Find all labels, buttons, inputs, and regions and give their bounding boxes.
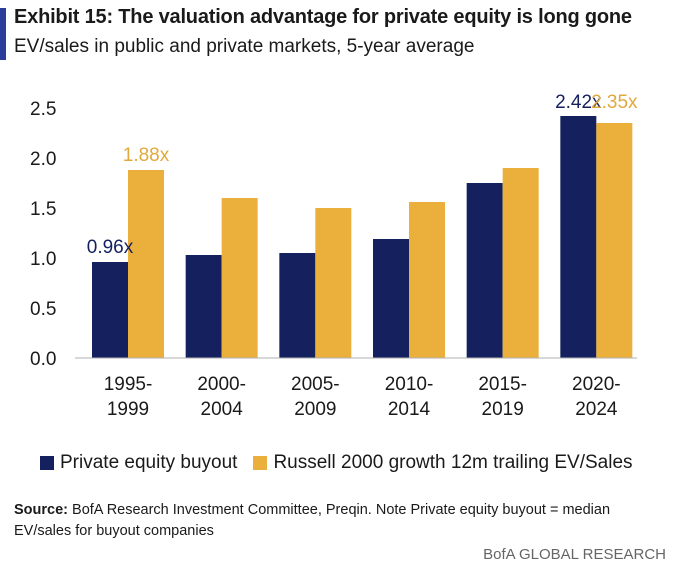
x-tick-label: 2019 [482,399,524,420]
data-label: 1.88x [123,145,170,166]
chart-title: Exhibit 15: The valuation advantage for … [14,6,632,28]
bar-chart: 0.0 0.5 1.0 1.5 2.0 2.5 1995- 1999 2000- 2004 2005… [30,92,638,420]
bar-russell [409,202,445,358]
bar-private-equity [560,116,597,358]
bar-private-equity [185,255,222,358]
legend-swatch-russell [253,456,268,470]
x-tick-label: 2010- [385,374,434,395]
source-note: Source: BofA Research Investment Committ… [14,500,664,542]
x-tick-label: 2009 [294,399,336,420]
x-tick-label: 2005- [291,374,340,395]
legend-item-russell: Russell 2000 growth 12m trailing EV/Sale… [253,452,633,474]
legend-item-private-equity: Private equity buyout [40,452,237,474]
x-tick-label: 2015- [478,374,527,395]
bar-russell [221,198,258,358]
legend-label-private-equity: Private equity buyout [60,452,238,473]
legend-swatch-private-equity [40,456,54,470]
y-tick-label: 1.0 [30,249,56,270]
bar-russell [502,168,539,358]
x-tick-label: 1995- [104,374,153,395]
x-tick-label: 2000- [197,374,246,395]
bar-private-equity [279,253,316,358]
data-label: 0.96x [87,237,134,258]
y-tick-label: 0.5 [30,299,56,320]
y-tick-label: 0.0 [30,349,56,370]
bar-private-equity [373,239,409,358]
x-tick-label: 2020- [572,374,621,395]
bar-russell [128,170,164,358]
brand-footer: BofA GLOBAL RESEARCH [483,546,666,563]
bar-private-equity [92,262,128,358]
accent-bar [0,8,6,60]
y-tick-label: 2.0 [30,149,56,170]
data-label: 2.42x [555,92,602,113]
source-text: BofA Research Investment Committee, Preq… [14,502,611,539]
bar-russell [315,208,352,358]
y-tick-label: 2.5 [30,99,56,120]
y-tick-label: 1.5 [30,199,56,220]
chart-subtitle: EV/sales in public and private markets, … [14,36,475,57]
x-tick-label: 1999 [107,399,149,420]
x-tick-label: 2024 [575,399,618,420]
x-tick-label: 2004 [201,399,244,420]
x-tick-label: 2014 [388,399,431,420]
bar-russell [596,123,633,358]
legend: Private equity buyout Russell 2000 growt… [40,452,649,474]
data-label: 2.35x [591,92,638,113]
bar-private-equity [466,183,503,358]
legend-label-russell: Russell 2000 growth 12m trailing EV/Sale… [273,452,633,473]
source-label: Source: [14,502,68,518]
